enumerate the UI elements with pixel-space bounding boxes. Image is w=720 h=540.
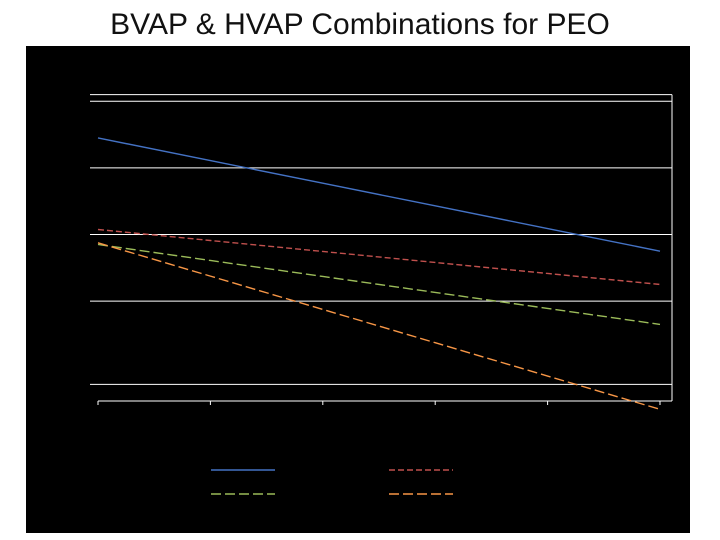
- legend-swatch-0: [211, 469, 275, 471]
- legend-swatch-3: [389, 493, 453, 495]
- legend-swatch-2: [211, 493, 275, 495]
- chart-legend: [211, 461, 511, 501]
- legend-item-2: [211, 485, 281, 499]
- line-chart: [90, 94, 673, 410]
- series-line-0: [97, 137, 661, 252]
- chart-panel: [26, 46, 690, 533]
- legend-item-1: [389, 461, 459, 475]
- series-line-2: [97, 243, 661, 326]
- legend-swatch-1: [389, 469, 453, 471]
- gridlines: [90, 94, 672, 385]
- slide-title: BVAP & HVAP Combinations for PEO: [110, 8, 610, 41]
- axes: [97, 94, 673, 405]
- legend-item-0: [211, 461, 281, 475]
- series-line-1: [97, 228, 661, 286]
- legend-item-3: [389, 485, 459, 499]
- series-lines: [97, 137, 661, 410]
